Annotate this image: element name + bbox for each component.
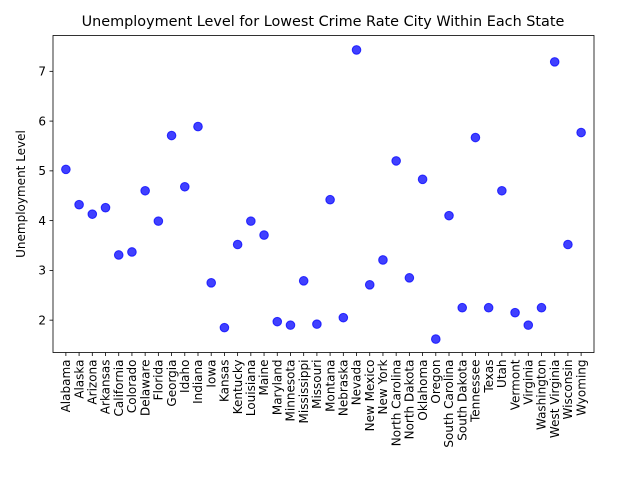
x-tick-label: Delaware bbox=[138, 360, 152, 417]
data-point-new-mexico bbox=[364, 280, 375, 290]
data-point-colorado bbox=[127, 247, 137, 257]
data-point-wisconsin bbox=[563, 239, 573, 250]
x-tick-label: California bbox=[112, 360, 126, 417]
data-point-west-virginia bbox=[549, 57, 560, 67]
x-tick-label: West Virginia bbox=[548, 360, 562, 439]
y-tick-label: 3 bbox=[38, 264, 46, 278]
data-point-iowa bbox=[206, 278, 217, 288]
x-tick-label: Georgia bbox=[165, 360, 179, 407]
data-point-nevada bbox=[351, 45, 362, 55]
x-tick-label: Montana bbox=[323, 360, 337, 412]
data-point-kansas bbox=[219, 322, 230, 333]
x-tick-label: Vermont bbox=[508, 359, 522, 410]
data-point-maine bbox=[259, 230, 269, 240]
data-point-alaska bbox=[74, 199, 84, 210]
x-tick-label: Tennessee bbox=[469, 360, 483, 424]
x-tick-label: Kansas bbox=[218, 360, 232, 402]
data-point-washington bbox=[536, 302, 547, 313]
data-point-south-dakota bbox=[457, 302, 468, 313]
x-tick-label: Nebraska bbox=[337, 360, 351, 417]
data-point-louisiana bbox=[246, 216, 256, 226]
x-tick-label: Kentucky bbox=[231, 360, 245, 415]
x-tick-label: Iowa bbox=[204, 360, 218, 388]
x-tick-label: Minnesota bbox=[284, 360, 298, 422]
x-tick-label: New York bbox=[376, 359, 390, 414]
x-axis-ticks: Alabama Alaska Arizona Arkansas California Co… bbox=[59, 352, 588, 448]
data-point-florida bbox=[153, 216, 164, 226]
x-tick-label: Alabama bbox=[59, 360, 73, 413]
data-point-new-york bbox=[378, 255, 388, 265]
y-axis-ticks: 2 3 4 5 6 7 bbox=[38, 65, 53, 327]
data-point-mississippi bbox=[298, 276, 309, 286]
x-tick-label: Wisconsin bbox=[561, 360, 575, 420]
data-point-south-carolina bbox=[444, 210, 454, 221]
y-tick-label: 7 bbox=[38, 65, 46, 79]
data-points bbox=[61, 45, 586, 344]
x-tick-label: North Dakota bbox=[403, 360, 417, 440]
x-tick-label: Wyoming bbox=[574, 360, 588, 416]
x-tick-label: New Mexico bbox=[363, 360, 377, 432]
x-tick-label: Florida bbox=[152, 360, 166, 401]
data-point-alabama bbox=[61, 164, 71, 175]
data-point-north-carolina bbox=[391, 156, 401, 166]
x-tick-label: Louisiana bbox=[244, 360, 258, 417]
data-point-utah bbox=[497, 185, 507, 196]
data-point-kentucky bbox=[232, 239, 243, 250]
x-tick-label: Virginia bbox=[521, 360, 535, 405]
x-tick-label: South Carolina bbox=[442, 360, 456, 448]
x-tick-label: Maine bbox=[257, 360, 271, 396]
x-tick-label: North Carolina bbox=[389, 360, 403, 447]
data-point-delaware bbox=[140, 185, 150, 196]
data-point-indiana bbox=[193, 121, 203, 132]
data-point-oklahoma bbox=[417, 174, 428, 185]
data-point-idaho bbox=[179, 181, 190, 192]
x-tick-label: Idaho bbox=[178, 360, 192, 393]
x-tick-label: Colorado bbox=[125, 360, 139, 414]
y-tick-label: 2 bbox=[38, 313, 46, 327]
data-point-georgia bbox=[166, 130, 177, 141]
data-point-montana bbox=[325, 194, 335, 205]
x-tick-label: Mississippi bbox=[297, 360, 311, 424]
y-tick-label: 5 bbox=[38, 164, 46, 178]
x-tick-label: Oklahoma bbox=[416, 360, 430, 421]
data-point-missouri bbox=[312, 319, 322, 329]
data-point-arkansas bbox=[100, 202, 111, 213]
data-point-oregon bbox=[430, 334, 441, 344]
plot-frame bbox=[52, 35, 595, 353]
x-tick-label: Texas bbox=[482, 360, 496, 394]
x-tick-label: Arkansas bbox=[99, 360, 113, 415]
data-point-wyoming bbox=[576, 127, 586, 138]
x-tick-label: Alaska bbox=[72, 360, 86, 399]
x-tick-label: Utah bbox=[495, 360, 509, 388]
data-point-texas bbox=[483, 302, 494, 313]
data-point-tennessee bbox=[470, 132, 481, 143]
y-tick-label: 4 bbox=[38, 214, 46, 228]
data-point-california bbox=[113, 250, 124, 260]
x-tick-label: Oregon bbox=[429, 360, 443, 404]
x-tick-label: Nevada bbox=[350, 360, 364, 406]
x-tick-label: Missouri bbox=[310, 360, 324, 409]
x-tick-label: Indiana bbox=[191, 360, 205, 404]
x-tick-label: Maryland bbox=[270, 360, 284, 416]
data-point-vermont bbox=[510, 307, 520, 318]
x-tick-label: Arizona bbox=[86, 360, 100, 405]
data-point-virginia bbox=[523, 320, 534, 330]
y-tick-label: 6 bbox=[38, 114, 46, 128]
x-tick-label: South Dakota bbox=[455, 360, 469, 441]
y-axis-label: Unemployment Level bbox=[14, 130, 28, 258]
data-point-maryland bbox=[272, 316, 283, 327]
data-point-arizona bbox=[87, 209, 98, 219]
data-point-nebraska bbox=[338, 312, 349, 323]
x-tick-label: Washington bbox=[535, 360, 549, 431]
data-point-minnesota bbox=[285, 320, 296, 330]
chart-title: Unemployment Level for Lowest Crime Rate… bbox=[82, 14, 565, 30]
data-point-north-dakota bbox=[404, 273, 415, 283]
